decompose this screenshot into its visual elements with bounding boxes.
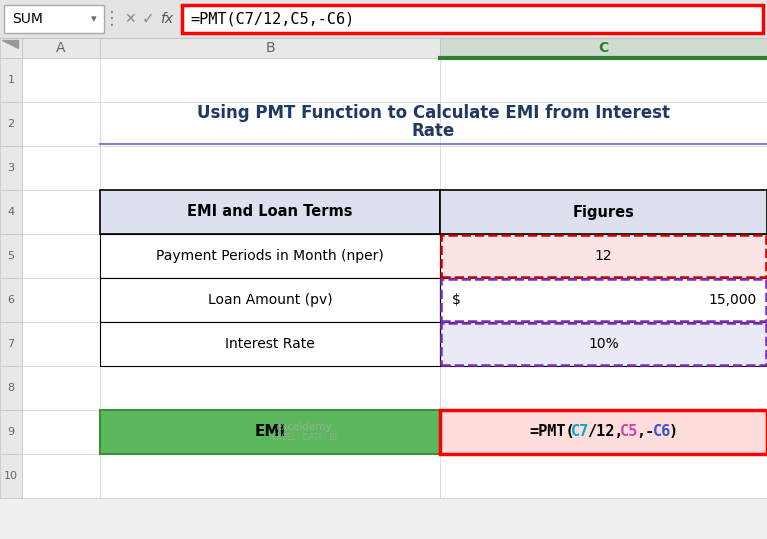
Text: fx: fx (160, 12, 173, 26)
Text: ⋮: ⋮ (103, 10, 121, 28)
Bar (0, 278, 22, 322)
Bar (0, 366, 22, 410)
Text: Using PMT Function to Calculate EMI from Interest: Using PMT Function to Calculate EMI from… (197, 104, 670, 122)
Text: exceldemy: exceldemy (275, 422, 332, 432)
Text: ✕: ✕ (124, 12, 136, 26)
Text: C7: C7 (571, 425, 589, 439)
Bar (441, 323, 766, 365)
Text: C5: C5 (620, 425, 638, 439)
Bar (0, 58, 22, 102)
Bar (100, 234, 440, 278)
Text: 12: 12 (594, 249, 612, 263)
Bar (441, 279, 766, 321)
Text: 10%: 10% (588, 337, 619, 351)
Text: C: C (598, 41, 609, 55)
Bar (100, 410, 440, 454)
Bar (182, 5, 763, 33)
Bar (0, 146, 22, 190)
Bar (440, 190, 767, 234)
Text: 3: 3 (8, 163, 15, 173)
Text: ✓: ✓ (142, 11, 154, 26)
Text: $: $ (452, 293, 461, 307)
Text: 9: 9 (8, 427, 15, 437)
Text: Figures: Figures (572, 204, 634, 219)
Text: C6: C6 (653, 425, 671, 439)
Bar (100, 278, 440, 322)
Text: ,-: ,- (637, 425, 654, 439)
Bar (100, 322, 440, 366)
Bar (440, 234, 767, 278)
Bar (22, 38, 100, 58)
Text: EXCEL · DATA · BI: EXCEL · DATA · BI (272, 432, 337, 441)
Text: EMI: EMI (255, 425, 285, 439)
Text: Loan Amount (pv): Loan Amount (pv) (208, 293, 332, 307)
Text: 2: 2 (8, 119, 15, 129)
Text: 6: 6 (8, 295, 15, 305)
Text: Payment Periods in Month (nper): Payment Periods in Month (nper) (156, 249, 384, 263)
Bar (4, 5, 104, 33)
Text: ▾: ▾ (91, 14, 97, 24)
Text: B: B (265, 41, 275, 55)
Text: 15,000: 15,000 (709, 293, 757, 307)
Bar (0, 410, 22, 454)
Bar (440, 38, 767, 58)
Text: Interest Rate: Interest Rate (225, 337, 315, 351)
Bar (0, 322, 22, 366)
Text: 7: 7 (8, 339, 15, 349)
Bar (0, 190, 22, 234)
Bar (0, 102, 22, 146)
Bar (0, 38, 22, 58)
Text: =PMT(C7/12,C5,-C6): =PMT(C7/12,C5,-C6) (190, 11, 354, 26)
Text: ): ) (669, 425, 678, 439)
Text: EMI and Loan Terms: EMI and Loan Terms (187, 204, 353, 219)
Bar (0, 234, 22, 278)
Text: 10: 10 (4, 471, 18, 481)
Bar (0, 454, 22, 498)
Bar (440, 278, 767, 322)
Bar (0, 58, 767, 498)
Bar (440, 410, 767, 454)
Bar (441, 235, 766, 277)
Text: 8: 8 (8, 383, 15, 393)
Text: 5: 5 (8, 251, 15, 261)
Bar (100, 38, 440, 58)
Bar (0, 0, 767, 38)
Text: A: A (56, 41, 66, 55)
Text: /12,: /12, (587, 425, 624, 439)
Text: =PMT(: =PMT( (530, 425, 575, 439)
Text: 4: 4 (8, 207, 15, 217)
Text: 1: 1 (8, 75, 15, 85)
Polygon shape (2, 40, 18, 48)
Bar (100, 190, 440, 234)
Bar (440, 322, 767, 366)
Text: Rate: Rate (412, 122, 455, 140)
Text: SUM: SUM (12, 12, 43, 26)
